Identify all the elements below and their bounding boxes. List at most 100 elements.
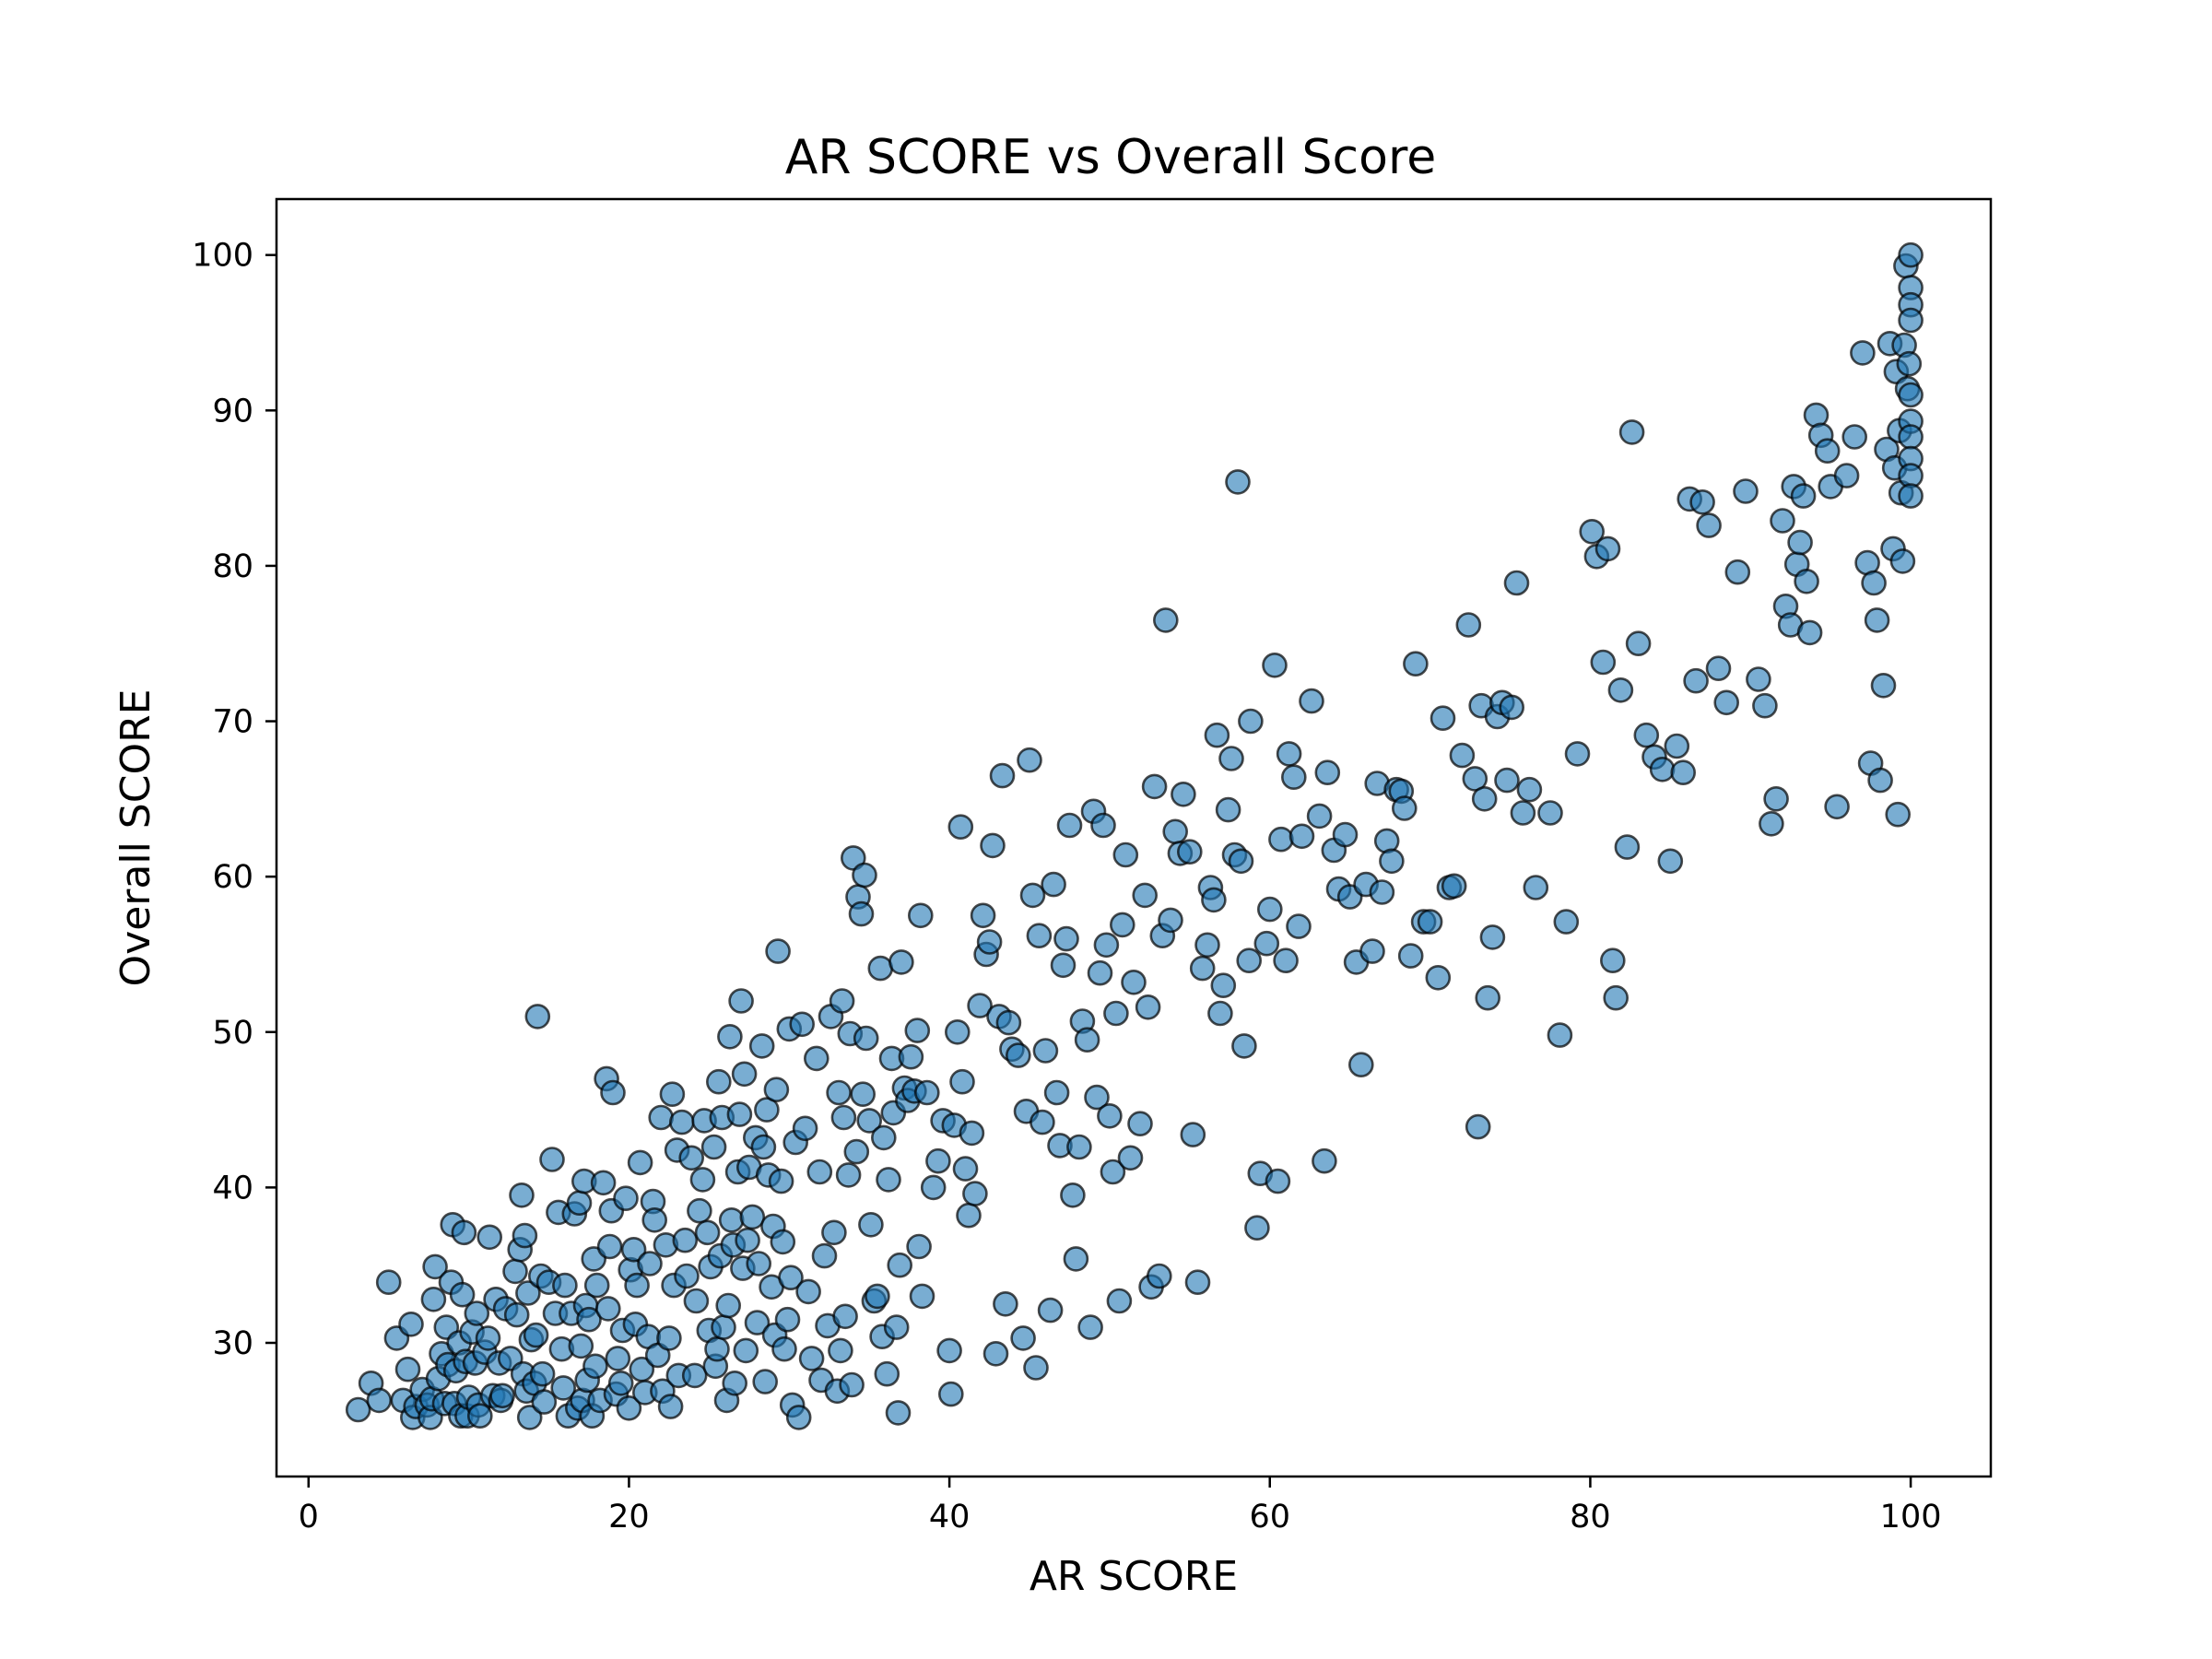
scatter-point	[1537, 800, 1563, 826]
y-tick-label: 80	[212, 548, 253, 585]
y-axis: 30 40 50 60 70 80 90 100	[192, 238, 276, 1362]
scatter-point	[613, 1185, 639, 1211]
scatter-point	[1752, 692, 1778, 719]
y-tick-label: 40	[212, 1170, 253, 1206]
scatter-point	[1590, 649, 1617, 676]
scatter-point	[1215, 796, 1241, 823]
scatter-point	[811, 1242, 838, 1269]
scatter-point	[774, 1306, 801, 1333]
scatter-point	[1177, 839, 1203, 865]
scatter-point	[722, 1371, 748, 1396]
y-tick-label: 50	[212, 1015, 253, 1052]
scatter-point	[898, 1043, 924, 1070]
scatter-point	[1056, 812, 1083, 839]
scatter-point	[826, 1079, 852, 1106]
points-layer	[345, 241, 1924, 1430]
x-axis: 0 20 40 60 80 100	[299, 1477, 1941, 1535]
scatter-point	[1733, 478, 1759, 504]
scatter-point	[1238, 708, 1264, 735]
scatter-point	[1790, 483, 1817, 509]
scatter-point	[989, 762, 1016, 789]
scatter-point	[874, 1360, 900, 1387]
scatter-point	[1066, 1134, 1092, 1160]
y-axis-label: Overall SCORE	[112, 689, 159, 987]
scatter-point	[366, 1387, 393, 1414]
scatter-point	[616, 1395, 642, 1421]
scatter-point	[1885, 801, 1911, 828]
scatter-point	[600, 1079, 626, 1106]
scatter-point	[938, 1381, 964, 1407]
scatter-point	[582, 1353, 608, 1380]
scatter-point	[681, 1362, 708, 1389]
scatter-point	[744, 1310, 771, 1335]
scatter-point	[1379, 848, 1405, 875]
scatter-point	[1244, 1215, 1270, 1241]
scatter-point	[1063, 1246, 1089, 1272]
scatter-point	[1867, 767, 1893, 794]
scatter-point	[1430, 705, 1456, 732]
scatter-point	[1397, 943, 1424, 969]
scatter-point	[515, 1280, 541, 1306]
scatter-point	[1043, 1079, 1070, 1106]
scatter-point	[904, 1018, 931, 1043]
scatter-point	[728, 988, 754, 1014]
scatter-point	[1017, 747, 1042, 773]
scatter-point	[566, 1190, 593, 1216]
scatter-point	[1465, 1113, 1491, 1140]
scatter-point	[735, 1227, 760, 1253]
scatter-point	[683, 1288, 710, 1314]
scatter-point	[856, 1108, 883, 1134]
scatter-point	[962, 1181, 988, 1206]
scatter-point	[1471, 785, 1498, 812]
scatter-point	[795, 1278, 821, 1305]
scatter-point	[1417, 909, 1443, 935]
scatter-point	[529, 1360, 556, 1387]
scatter-point	[1479, 924, 1506, 950]
scatter-point	[1112, 841, 1139, 868]
scatter-point	[1106, 1288, 1133, 1314]
scatter-point	[843, 1138, 870, 1165]
scatter-point	[1132, 882, 1158, 909]
scatter-point	[1276, 741, 1302, 767]
scatter-point	[1553, 909, 1580, 935]
scatter-point	[746, 1251, 772, 1277]
scatter-point	[959, 1120, 985, 1147]
scatter-point	[771, 1335, 797, 1362]
scatter-point	[375, 1269, 402, 1295]
scatter-point	[853, 1025, 879, 1052]
scatter-point	[1286, 913, 1312, 939]
scatter-point	[1607, 677, 1634, 703]
scatter-point	[1594, 535, 1621, 562]
scatter-point	[1670, 759, 1696, 786]
scatter-point	[1683, 667, 1709, 694]
scatter-point	[1093, 932, 1120, 959]
scatter-point	[1037, 1297, 1064, 1324]
scatter-point	[596, 1233, 623, 1260]
scatter-point	[1306, 803, 1333, 830]
scatter-point	[607, 1371, 634, 1396]
scatter-point	[398, 1312, 424, 1337]
scatter-point	[523, 1322, 549, 1348]
scatter-point	[590, 1170, 617, 1196]
scatter-point	[1603, 984, 1629, 1011]
scatter-point	[1030, 1109, 1055, 1135]
scatter-point	[668, 1109, 695, 1135]
scatter-point	[1770, 508, 1795, 534]
scatter-point	[694, 1219, 721, 1246]
scatter-point	[947, 814, 974, 841]
scatter-point	[1475, 984, 1500, 1011]
scatter-point	[627, 1149, 653, 1176]
scatter-point	[1262, 652, 1288, 678]
scatter-point	[1084, 1084, 1110, 1111]
y-tick-label: 30	[212, 1325, 253, 1362]
scatter-point	[1455, 612, 1482, 638]
scatter-point	[648, 1104, 675, 1131]
scatter-point	[1194, 932, 1220, 959]
scatter-point	[789, 1011, 816, 1038]
scatter-point	[909, 1283, 935, 1310]
scatter-point	[718, 1207, 745, 1233]
scatter-point	[1253, 930, 1280, 957]
scatter-point	[1713, 689, 1739, 716]
scatter-point	[466, 1403, 493, 1429]
